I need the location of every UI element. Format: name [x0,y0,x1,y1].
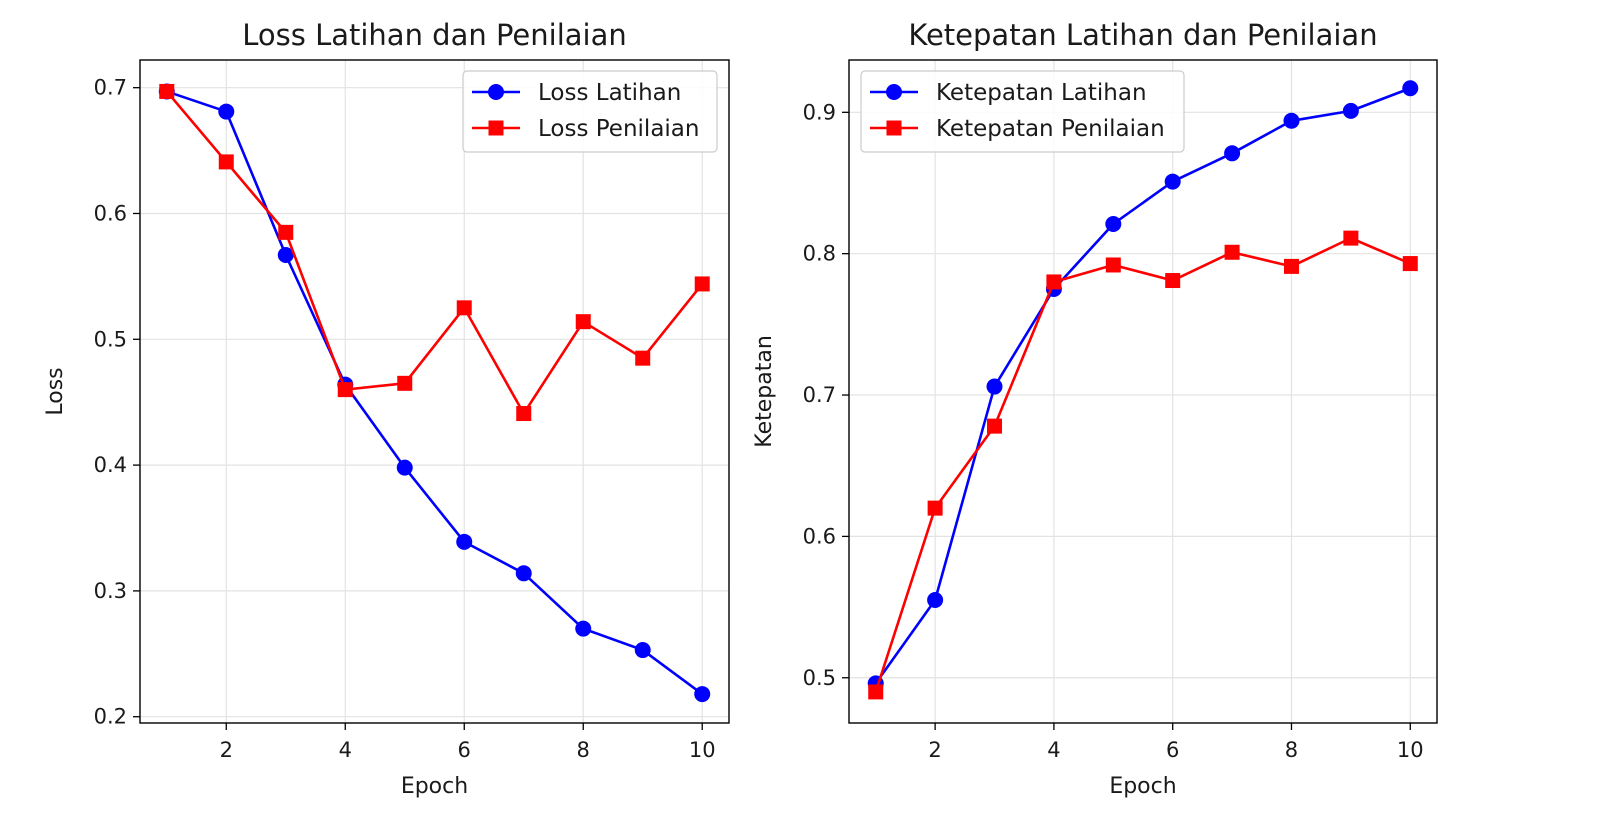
legend-label: Loss Penilaian [538,116,699,142]
y-tick-label: 0.9 [803,100,836,124]
y-tick-label: 0.2 [94,705,127,729]
series-line-0 [874,87,1411,685]
legend-marker-square [886,120,902,136]
legend-marker-square [488,120,504,136]
legend-label: Loss Latihan [538,80,681,106]
data-point-circle [218,103,235,120]
x-tick-label: 6 [458,738,471,762]
data-point-square [1105,257,1121,273]
legend-box [860,70,1185,153]
data-point-circle [694,686,711,703]
data-point-square [1224,244,1240,260]
data-point-circle [515,565,532,582]
x-tick-label: 4 [1047,738,1060,762]
y-tick-label: 0.5 [94,327,127,351]
y-tick-label: 0.7 [803,383,836,407]
y-axis-label: Ketepatan [752,335,777,448]
x-axis-label: Epoch [401,774,468,799]
axes-frame [139,59,730,724]
data-point-square [1046,274,1062,290]
data-point-square [218,154,234,170]
accuracy-chart: 2 4 6 8 10 0.5 0.6 0.7 0.8 0.9 Ketepatan Latihan d… [752,18,1438,799]
x-tick-label: 8 [1285,738,1298,762]
chart-title: Loss Latihan dan Penilaian [242,18,626,52]
legend-marker-circle [488,84,504,100]
x-tick-label: 2 [220,738,233,762]
data-point-circle [1342,102,1359,119]
legend-label: Ketepatan Latihan [936,80,1147,106]
data-point-square [1283,258,1299,274]
x-tick-label: 2 [928,738,941,762]
data-point-circle [986,378,1003,395]
data-point-square [278,224,294,240]
y-tick-label: 0.7 [94,76,127,100]
x-tick-label: 10 [689,738,716,762]
data-point-circle [1402,80,1419,97]
data-point-circle [277,247,294,263]
data-point-square [635,350,651,366]
data-point-square [337,382,353,398]
data-point-square [516,406,532,422]
series-line-1 [874,236,1411,693]
data-point-square [575,314,591,330]
y-tick-label: 0.6 [94,201,127,225]
data-point-square [868,684,884,700]
series-line-1 [165,90,704,415]
loss-chart: 2 4 6 8 10 0.2 0.3 0.4 0.5 0.6 0.7 Loss Latihan dan… [43,18,730,799]
data-point-circle [1164,173,1181,190]
data-point-circle [396,459,413,476]
legend-marker-circle [886,84,902,100]
legend-box [462,70,718,153]
data-point-square [1343,230,1359,246]
x-tick-label: 10 [1397,738,1424,762]
data-point-square [397,375,413,391]
y-tick-label: 0.3 [94,579,127,603]
y-tick-label: 0.6 [803,524,836,548]
data-point-circle [1224,145,1241,162]
data-point-square [927,500,943,516]
x-tick-label: 6 [1166,738,1179,762]
data-point-circle [927,592,944,609]
legend-label: Ketepatan Penilaian [936,116,1165,142]
data-point-square [987,418,1003,434]
data-point-square [694,276,710,292]
chart-title: Ketepatan Latihan dan Penilaian [908,18,1377,52]
data-point-circle [634,642,651,659]
x-axis-label: Epoch [1109,774,1176,799]
data-point-circle [1105,215,1122,232]
data-point-square [159,83,175,99]
y-tick-label: 0.8 [803,242,836,266]
y-tick-label: 0.5 [803,666,836,690]
data-point-square [1165,273,1181,289]
data-point-square [1402,256,1418,272]
data-point-circle [1283,112,1300,129]
series-line-0 [166,90,704,696]
y-tick-label: 0.4 [94,453,127,477]
data-point-circle [456,533,473,550]
data-point-circle [575,620,592,637]
y-axis-label: Loss [43,367,68,415]
x-tick-label: 8 [577,738,590,762]
data-point-square [456,300,472,316]
x-tick-label: 4 [339,738,352,762]
axes-frame [848,59,1438,724]
